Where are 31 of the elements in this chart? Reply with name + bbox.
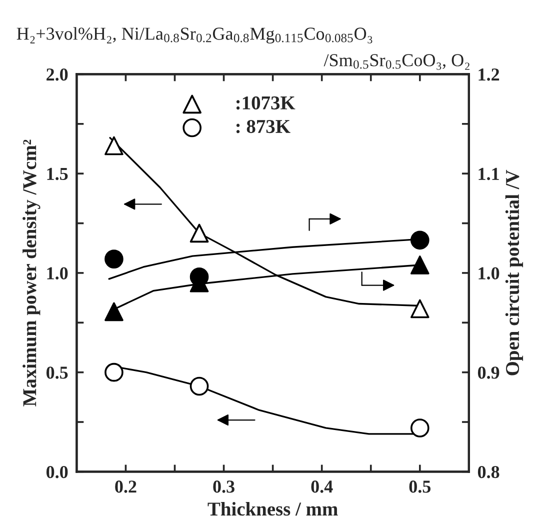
- point: [410, 256, 430, 274]
- y-tick-label: 0.5: [46, 366, 68, 379]
- point: [104, 250, 124, 268]
- point: [410, 299, 430, 318]
- legend-label: :1073K: [236, 96, 296, 110]
- point: [104, 302, 124, 322]
- point: [190, 224, 209, 243]
- y2-tick-label: 1.2: [478, 68, 500, 81]
- y-axis-title: Maximum power density /Wcm²: [22, 140, 40, 406]
- y2-axis-title: Open circuit potential /V: [505, 170, 524, 376]
- y-tick-label: 1.5: [47, 168, 68, 180]
- point: [410, 230, 430, 250]
- y2-tick-label: 0.8: [478, 466, 500, 478]
- x-tick-label: 0.3: [213, 480, 234, 493]
- x-tick-label: 0.2: [115, 480, 136, 493]
- y-tick-label: 2.0: [46, 68, 68, 81]
- y-tick-label: 1.0: [47, 267, 68, 280]
- y2-tick-label: 0.9: [478, 366, 500, 379]
- x-tick-label: 0.5: [409, 480, 431, 493]
- point: [410, 418, 430, 438]
- chart-subtitle: /Sm$_{0.5}$Sr$_{0.5}$CoO₃, O₂: [324, 54, 470, 70]
- legend-label: : 873K: [236, 120, 290, 134]
- point: [104, 362, 124, 382]
- x-tick-label: 0.4: [311, 480, 333, 493]
- point: [190, 376, 209, 396]
- x-axis-title: Thickness / mm: [208, 502, 338, 516]
- chart-title: H₂+3vol%H₂, Ni/La$_{0.8}$Sr$_{0.2}$Ga$_{0.8}$Mg$_{0.115}$Co$_{0.085}$O₃: [16, 27, 372, 44]
- point: [104, 136, 124, 156]
- y2-tick-label: 1.1: [478, 168, 499, 180]
- y-tick-label: 0.0: [46, 466, 68, 478]
- y2-tick-label: 1.0: [478, 267, 500, 280]
